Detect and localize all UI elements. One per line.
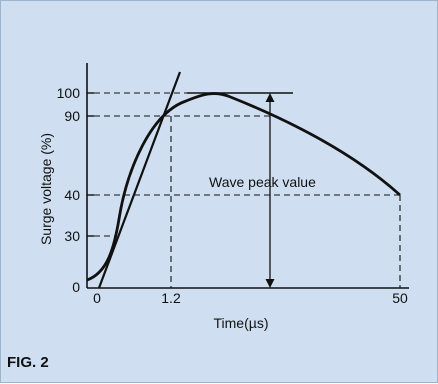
peak-arrow-head-top xyxy=(265,93,275,102)
x-tick-label-50: 50 xyxy=(392,290,408,306)
x-tick-label-0: 0 xyxy=(93,290,101,306)
y-tick-label-0: 0 xyxy=(72,279,80,295)
surge-waveform-curve xyxy=(86,92,401,282)
y-tick-label-100: 100 xyxy=(57,85,81,101)
x-tick-label-1-2: 1.2 xyxy=(161,290,181,306)
y-axis-label: Surge voltage (%) xyxy=(38,133,54,245)
y-tick-label-30: 30 xyxy=(64,228,80,244)
x-axis-label: Time(µs) xyxy=(214,315,269,331)
wave-peak-annotation: Wave peak value xyxy=(209,174,316,190)
peak-arrow-head-bottom xyxy=(265,279,275,288)
y-tick-label-90: 90 xyxy=(64,108,80,124)
y-tick-label-40: 40 xyxy=(64,187,80,203)
figure-caption: FIG. 2 xyxy=(7,354,49,371)
